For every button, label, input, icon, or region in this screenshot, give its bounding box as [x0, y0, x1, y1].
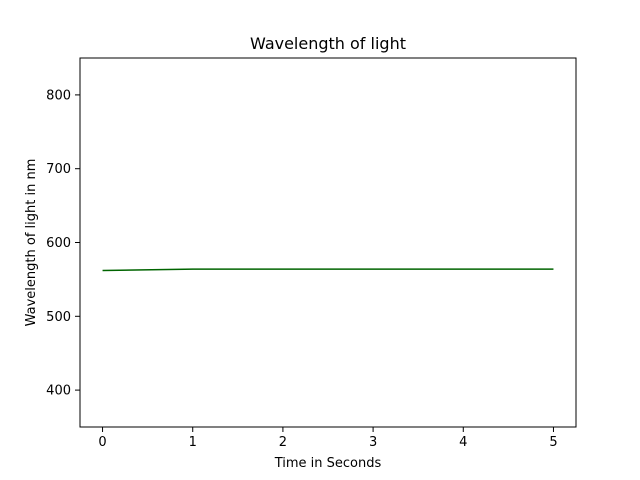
y-tick-label: 800 — [46, 88, 71, 103]
x-tick-label: 0 — [98, 435, 106, 450]
x-tick-label: 2 — [279, 435, 287, 450]
series-line — [102, 268, 554, 272]
plot-frame — [79, 57, 577, 428]
x-tick-label: 4 — [459, 435, 467, 450]
x-tick-label: 5 — [549, 435, 557, 450]
y-tick-label: 600 — [46, 236, 71, 251]
x-tick-label: 1 — [189, 435, 197, 450]
y-tick-label: 500 — [46, 310, 71, 325]
y-tick-label: 400 — [46, 384, 71, 399]
chart-title: Wavelength of light — [250, 34, 406, 53]
y-axis-label: Wavelength of light in nm — [24, 159, 39, 327]
x-axis: 0 1 2 3 4 5 — [98, 427, 558, 450]
plot-area — [79, 57, 577, 428]
y-axis: 400 500 600 700 800 — [46, 88, 80, 399]
x-tick-label: 3 — [369, 435, 377, 450]
y-tick-label: 700 — [46, 162, 71, 177]
x-axis-label: Time in Seconds — [274, 456, 382, 471]
series-group — [102, 268, 554, 272]
